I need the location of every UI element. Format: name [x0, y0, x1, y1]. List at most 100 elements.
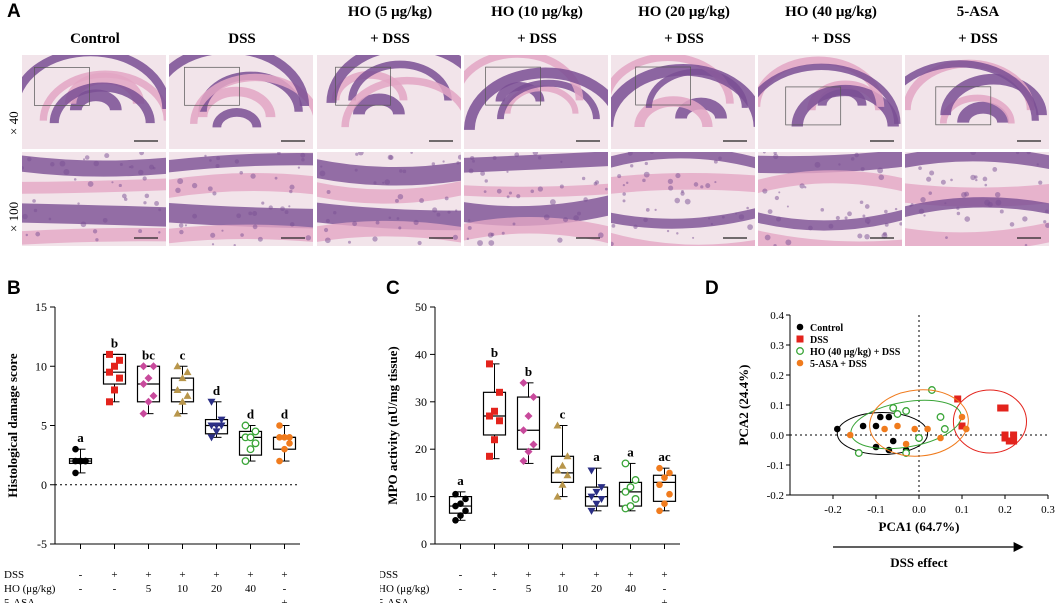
treatment-cell: -: [113, 583, 117, 595]
histology-image: [905, 152, 1049, 246]
data-point: [486, 412, 493, 420]
data-point: [656, 464, 663, 472]
box-group: a: [618, 444, 643, 513]
data-point: [902, 440, 910, 448]
data-point: [881, 425, 888, 433]
treatment-cell: -: [79, 583, 83, 595]
box: [550, 455, 575, 483]
treatment-cell: -: [181, 597, 185, 603]
data-point: [563, 452, 572, 460]
treatment-row-label: HO (μg/kg): [4, 583, 56, 595]
data-point: [457, 500, 464, 508]
treatment-cell: -: [459, 569, 463, 581]
column-header-line2: + DSS: [370, 31, 410, 47]
y-tick-label: 0.2: [770, 370, 784, 382]
treatment-cell: 40: [625, 583, 637, 595]
panel-letter-b: B: [7, 278, 21, 299]
confidence-ellipse: [836, 412, 929, 455]
column-header-line1: 5-ASA: [956, 4, 1000, 20]
treatment-cell: -: [459, 597, 463, 603]
data-point: [553, 492, 562, 500]
x-axis-label: PCA1 (64.7%): [879, 519, 960, 534]
data-point: [106, 368, 113, 376]
treatment-row-label: 5-ASA: [380, 597, 409, 603]
panel-letter-a: A: [7, 1, 21, 22]
data-point: [859, 422, 867, 430]
row-label-x100: × 100: [6, 201, 21, 232]
treatment-cell: -: [147, 597, 151, 603]
data-point: [106, 398, 113, 406]
y-axis-label: Histological damage score: [5, 353, 20, 497]
box-group: ac: [652, 449, 677, 515]
data-point: [149, 362, 158, 371]
data-point: [889, 404, 898, 412]
treatment-row-label: DSS: [4, 569, 24, 581]
arrow-head: [1013, 542, 1024, 552]
data-point: [563, 471, 572, 479]
y-tick-label: 0.1: [770, 400, 784, 412]
histology-image: [464, 55, 608, 149]
treatment-cell: -: [79, 569, 83, 581]
treatment-cell: -: [215, 597, 219, 603]
data-point: [997, 404, 1005, 412]
treatment-cell: 5: [146, 583, 152, 595]
data-point: [72, 457, 79, 465]
data-point: [587, 467, 596, 475]
data-point: [1010, 431, 1018, 439]
column-header-line2: + DSS: [811, 31, 851, 47]
column-header-line1: HO (40 μg/kg): [785, 4, 877, 20]
data-point: [834, 425, 841, 433]
data-point: [183, 368, 192, 376]
box-group: a: [68, 430, 93, 477]
data-point: [631, 495, 640, 503]
data-point: [139, 409, 148, 418]
data-point: [491, 407, 498, 415]
row-label-x40: × 40: [6, 111, 21, 135]
column-header-line2: + DSS: [517, 31, 557, 47]
series-group: [952, 389, 1028, 454]
data-point: [116, 374, 123, 382]
data-point: [173, 362, 182, 370]
legend-marker: [796, 347, 804, 355]
treatment-cell: +: [111, 569, 117, 581]
data-point: [936, 413, 945, 421]
data-point: [106, 350, 113, 358]
data-point: [885, 413, 893, 421]
legend-label: Control: [810, 323, 843, 334]
data-point: [496, 388, 503, 396]
treatment-row-label: 5-ASA: [4, 597, 35, 603]
treatment-cell: +: [559, 569, 565, 581]
x-tick-label: 0.3: [1041, 504, 1055, 516]
data-point: [877, 413, 884, 421]
data-point: [872, 443, 880, 451]
data-point: [954, 395, 962, 403]
data-point: [251, 439, 260, 448]
legend-label: 5-ASA + DSS: [810, 359, 867, 370]
treatment-cell: 5: [526, 583, 532, 595]
box: [102, 353, 127, 385]
y-tick-label: -5: [37, 537, 47, 551]
data-point: [902, 407, 911, 415]
chart-mpo-activity: 0 10 20 30 40 50 MPO activity (nU/mg tissue) a b…: [380, 300, 680, 603]
data-point: [524, 412, 533, 421]
data-point: [889, 437, 897, 445]
data-point: [592, 488, 601, 496]
significance-letter: c: [180, 347, 186, 362]
significance-letter: a: [77, 430, 84, 445]
y-tick-label: 10: [415, 490, 427, 504]
data-point: [519, 426, 528, 435]
data-point: [587, 507, 596, 515]
treatment-cell: +: [593, 569, 599, 581]
y-tick-label: -0.2: [767, 490, 784, 502]
data-point: [496, 417, 503, 425]
box-group: a: [448, 473, 473, 524]
data-point: [173, 385, 182, 393]
box: [238, 430, 263, 456]
significance-letter: d: [213, 383, 221, 398]
histology-image: [611, 55, 755, 149]
box-group: b: [516, 364, 541, 466]
data-point: [587, 493, 596, 501]
y-tick-label: 0.0: [770, 430, 784, 442]
data-point: [626, 483, 635, 492]
